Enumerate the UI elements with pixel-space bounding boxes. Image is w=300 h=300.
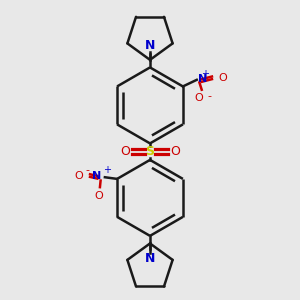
Text: O: O [170, 145, 180, 158]
Text: -: - [207, 91, 211, 101]
Text: N: N [145, 252, 155, 265]
Text: +: + [201, 69, 209, 79]
Text: N: N [92, 171, 102, 181]
Text: O: O [120, 145, 130, 158]
Text: O: O [194, 93, 203, 103]
Text: S: S [146, 145, 154, 158]
Text: O: O [219, 73, 227, 83]
Text: N: N [145, 39, 155, 52]
Text: -: - [86, 165, 90, 175]
Text: O: O [74, 171, 83, 181]
Text: N: N [198, 74, 207, 84]
Text: +: + [103, 165, 111, 175]
Text: O: O [94, 191, 103, 201]
